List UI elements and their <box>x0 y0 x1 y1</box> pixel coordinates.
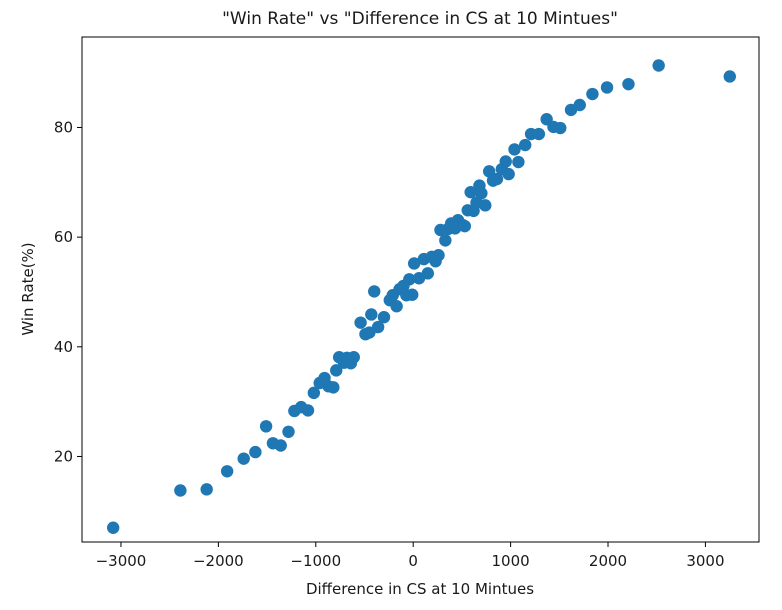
scatter-point <box>600 81 614 94</box>
scatter-point <box>407 257 421 270</box>
scatter-point <box>237 452 250 465</box>
scatter-point <box>586 87 599 101</box>
scatter-point <box>106 521 120 534</box>
scatter-point <box>573 98 586 112</box>
x-axis-title: Difference in CS at 10 Mintues <box>306 580 534 598</box>
x-tick-label: 1000 <box>492 552 530 570</box>
scatter-point <box>307 386 321 400</box>
scatter-point <box>458 219 472 233</box>
scatter-point <box>200 483 213 496</box>
scatter-point <box>282 425 295 438</box>
axis-ticks: −3000 −2000 −1000 0 1000 2000 3000 20 40 60 80 <box>54 118 725 570</box>
scatter-point <box>377 310 391 324</box>
scatter-point <box>174 484 187 497</box>
scatter-point <box>301 404 315 417</box>
scatter-point <box>330 364 343 377</box>
y-tick-label: 40 <box>54 338 73 356</box>
x-tick-label: 2000 <box>589 552 627 570</box>
scatter-point <box>220 465 234 478</box>
x-tick-label: −1000 <box>290 552 341 570</box>
scatter-point <box>512 155 525 169</box>
scatter-point <box>327 381 340 394</box>
y-tick-label: 20 <box>54 447 73 465</box>
y-tick-label: 80 <box>54 118 73 136</box>
scatter-point <box>432 249 445 262</box>
scatter-point <box>475 187 488 200</box>
y-axis-title: Win Rate(%) <box>19 242 37 335</box>
y-tick-label: 60 <box>54 228 73 246</box>
scatter-point <box>502 167 515 181</box>
scatter-point <box>482 165 496 178</box>
x-tick-label: −2000 <box>193 552 244 570</box>
scatter-point <box>249 445 262 459</box>
scatter-point <box>464 185 477 199</box>
scatter-point <box>723 70 736 83</box>
scatter-point <box>479 199 492 212</box>
scatter-point <box>274 439 287 452</box>
scatter-point <box>499 155 512 168</box>
scatter-point <box>371 320 385 334</box>
scatter-point <box>490 172 504 186</box>
scatter-point <box>406 288 419 301</box>
scatter-point <box>354 316 367 329</box>
x-tick-label: −3000 <box>96 552 147 570</box>
chart-title: "Win Rate" vs "Difference in CS at 10 Mi… <box>222 9 618 29</box>
scatter-point <box>259 420 273 433</box>
scatter-point <box>652 59 665 72</box>
x-tick-label: 3000 <box>686 552 724 570</box>
scatter-point <box>365 308 378 321</box>
scatter-point <box>439 234 452 247</box>
scatter-point <box>347 351 360 364</box>
scatter-point <box>421 267 435 280</box>
scatter-point <box>554 121 567 135</box>
x-tick-label: 0 <box>408 552 418 570</box>
scatter-point <box>532 127 546 141</box>
scatter-point <box>622 77 635 91</box>
scatter-point <box>390 300 403 313</box>
plot-area-frame <box>81 36 760 543</box>
scatter-point <box>403 273 416 286</box>
scatter-point <box>368 285 381 298</box>
scatter-points <box>106 59 736 534</box>
scatter-point <box>508 143 521 156</box>
scatter-point <box>519 138 532 152</box>
